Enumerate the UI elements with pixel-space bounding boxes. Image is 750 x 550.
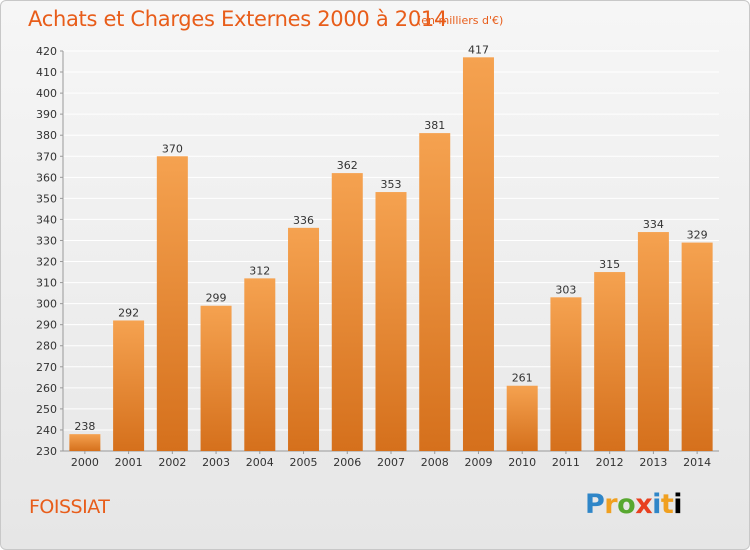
- x-tick-label-2007: 2007: [377, 456, 405, 469]
- data-label-2011: 303: [555, 283, 576, 296]
- y-tick-label: 330: [36, 234, 57, 247]
- y-tick-label: 360: [36, 171, 57, 184]
- y-tick-label: 260: [36, 382, 57, 395]
- data-label-2006: 362: [337, 159, 358, 172]
- x-tick-label-2005: 2005: [290, 456, 318, 469]
- data-label-2010: 261: [512, 372, 533, 385]
- data-label-2004: 312: [249, 264, 270, 277]
- bar-2014: [681, 242, 713, 451]
- bar-2004: [244, 278, 276, 451]
- y-tick-label: 340: [36, 213, 57, 226]
- bar-2001: [113, 320, 145, 451]
- y-tick-label: 410: [36, 66, 57, 79]
- y-tick-label: 380: [36, 129, 57, 142]
- bar-2003: [200, 305, 232, 451]
- x-tick-label-2001: 2001: [115, 456, 143, 469]
- bar-2011: [550, 297, 582, 451]
- data-label-2014: 329: [687, 229, 708, 242]
- x-tick-label-2008: 2008: [421, 456, 449, 469]
- y-tick-label: 390: [36, 108, 57, 121]
- x-tick-label-2013: 2013: [639, 456, 667, 469]
- y-tick-label: 300: [36, 298, 57, 311]
- x-tick-label-2010: 2010: [508, 456, 536, 469]
- y-tick-label: 320: [36, 256, 57, 269]
- y-tick-label: 370: [36, 150, 57, 163]
- x-tick-label-2011: 2011: [552, 456, 580, 469]
- x-tick-label-2003: 2003: [202, 456, 230, 469]
- data-label-2002: 370: [162, 142, 183, 155]
- bar-2007: [375, 192, 407, 452]
- y-tick-label: 250: [36, 403, 57, 416]
- y-tick-label: 230: [36, 445, 57, 458]
- bar-2013: [637, 232, 669, 451]
- tick-labels: 230 240 250 260 270 280 290 300 310 320 330 340 350 3…: [36, 45, 711, 469]
- y-tick-label: 270: [36, 361, 57, 374]
- data-label-2005: 336: [293, 214, 314, 227]
- y-tick-label: 420: [36, 45, 57, 58]
- x-tick-label-2014: 2014: [683, 456, 711, 469]
- proxiti-logo: Proxiti: [585, 489, 683, 520]
- data-label-2008: 381: [424, 119, 445, 132]
- y-tick-label: 290: [36, 319, 57, 332]
- data-label-2001: 292: [118, 306, 139, 319]
- x-tick-label-2012: 2012: [596, 456, 624, 469]
- bar-2008: [419, 133, 451, 451]
- bar-2006: [331, 173, 363, 451]
- place-name: FOISSIAT: [29, 496, 110, 518]
- bar-2010: [506, 385, 538, 451]
- x-tick-label-2009: 2009: [464, 456, 492, 469]
- data-labels: 238 292 370 299 312 336 362 353 381 417 261 303 315 3…: [74, 43, 707, 433]
- chart-subtitle: (en milliers d'€): [417, 14, 504, 27]
- y-tick-label: 400: [36, 87, 57, 100]
- bar-2000: [69, 434, 101, 451]
- x-tick-label-2006: 2006: [333, 456, 361, 469]
- bar-2012: [594, 272, 626, 451]
- x-tick-label-2002: 2002: [158, 456, 186, 469]
- bar-2002: [156, 156, 188, 451]
- data-label-2013: 334: [643, 218, 664, 231]
- chart-title: Achats et Charges Externes 2000 à 2014: [28, 7, 448, 31]
- x-tick-label-2000: 2000: [71, 456, 99, 469]
- y-tick-label: 280: [36, 340, 57, 353]
- bars: [69, 57, 713, 452]
- y-tick-label: 350: [36, 192, 57, 205]
- bar-2009: [462, 57, 494, 451]
- data-label-2003: 299: [206, 292, 227, 305]
- data-label-2009: 417: [468, 43, 489, 56]
- y-tick-label: 310: [36, 277, 57, 290]
- y-tick-label: 240: [36, 424, 57, 437]
- data-label-2012: 315: [599, 258, 620, 271]
- bar-2005: [288, 227, 320, 451]
- x-tick-label-2004: 2004: [246, 456, 274, 469]
- data-label-2000: 238: [74, 420, 95, 433]
- data-label-2007: 353: [381, 178, 402, 191]
